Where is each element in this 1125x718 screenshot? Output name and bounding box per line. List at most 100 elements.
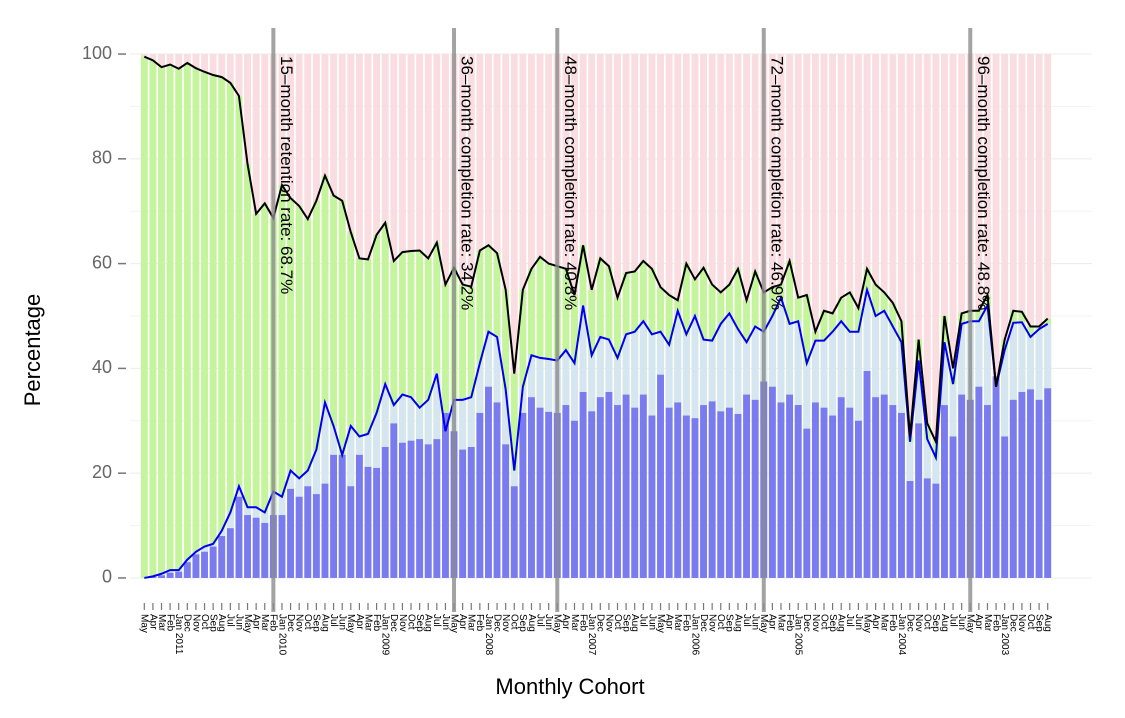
bar — [691, 418, 699, 578]
bar — [493, 402, 501, 578]
bar — [261, 522, 269, 578]
bar — [605, 391, 613, 578]
bar — [244, 515, 251, 578]
x-tick-label: May — [139, 614, 150, 633]
annotation-text: 72–month completion rate: 46.9% — [767, 56, 786, 310]
x-tick-label: Jun — [440, 614, 451, 630]
background-column — [1027, 54, 1034, 578]
x-tick-label: Jul — [534, 614, 545, 627]
bar — [863, 371, 871, 578]
x-tick-label: Jun — [233, 614, 244, 630]
x-tick-label: Jun — [646, 614, 657, 630]
x-tick-label: May — [448, 614, 459, 633]
region-column — [183, 62, 191, 578]
x-tick-label: May — [345, 614, 356, 633]
bar — [665, 407, 673, 578]
x-tick-label: Sep — [827, 614, 838, 632]
region-column — [338, 200, 346, 578]
bar — [355, 454, 363, 578]
x-tick-label: Jul — [328, 614, 339, 627]
annotation-text: 48–month completion rate: 40.8% — [561, 56, 580, 310]
x-tick-label: Jul — [638, 614, 649, 627]
x-tick-label: Feb — [268, 614, 279, 632]
region-column — [252, 213, 260, 578]
bar — [648, 415, 656, 578]
bar — [510, 486, 518, 578]
x-tick-label: Jun — [750, 614, 761, 630]
x-tick-label: Dec — [801, 614, 812, 632]
bar — [278, 515, 286, 578]
region-column — [201, 71, 208, 578]
x-tick-label: Mar — [156, 614, 167, 632]
region-column — [364, 259, 372, 578]
x-tick-label: Dec — [1008, 614, 1019, 632]
x-tick-label: Mar — [466, 614, 477, 632]
x-tick-label: Sep — [724, 614, 735, 632]
bar — [803, 428, 811, 578]
x-tick-label: Nov — [810, 614, 821, 632]
bar — [441, 412, 449, 578]
x-tick-label: Apr — [767, 614, 778, 630]
bar — [915, 423, 923, 578]
region-column — [175, 68, 183, 578]
region-column — [166, 64, 174, 578]
region-column — [295, 205, 303, 578]
region-column — [287, 198, 295, 578]
background-column — [510, 54, 518, 578]
region-column — [244, 164, 251, 578]
x-tick-label: Sep — [207, 614, 218, 632]
x-tick-label: Feb — [990, 614, 1001, 632]
x-tick-label: Nov — [603, 614, 614, 632]
x-tick-label: Jun — [956, 614, 967, 630]
x-tick-label: Apr — [973, 614, 984, 630]
bar — [218, 536, 226, 578]
region-column — [321, 175, 329, 578]
bar — [330, 454, 338, 578]
background-column — [906, 54, 914, 578]
x-tick-label: May — [655, 614, 666, 633]
bar — [1044, 388, 1052, 578]
x-tick-label: Jan 2010 — [276, 614, 287, 656]
background-column — [915, 54, 923, 578]
bar — [158, 575, 165, 578]
y-tick-label: 0 — [102, 567, 112, 587]
bar — [252, 517, 260, 578]
x-tick-label: Sep — [1033, 614, 1044, 632]
bar — [777, 402, 785, 578]
bar — [579, 391, 587, 578]
region-column — [347, 232, 355, 578]
bar — [794, 405, 802, 578]
x-tick-label: May — [965, 614, 976, 633]
x-tick-label: Jul — [844, 614, 855, 627]
x-tick-label: Jun — [543, 614, 554, 630]
region-column — [312, 200, 320, 578]
x-tick-label: Jan 2011 — [173, 614, 184, 655]
x-tick-label: Apr — [457, 614, 468, 630]
bar — [295, 496, 303, 578]
region-column — [355, 258, 363, 578]
bar — [416, 439, 424, 578]
bar — [347, 486, 355, 578]
x-tick-label: Mar — [672, 614, 683, 632]
bar — [209, 546, 217, 578]
bar — [226, 528, 234, 578]
x-tick-label: Mar — [362, 614, 373, 632]
x-tick-label: Dec — [595, 614, 606, 632]
bar — [923, 478, 931, 578]
region-column — [209, 75, 217, 578]
bar — [166, 572, 174, 578]
x-tick-label: Jan 2006 — [689, 614, 700, 656]
x-tick-label: Jul — [947, 614, 958, 627]
x-tick-label: Nov — [500, 614, 511, 632]
x-tick-label: Oct — [302, 614, 313, 630]
x-tick-label: Dec — [285, 614, 296, 632]
x-tick-label: Dec — [698, 614, 709, 632]
x-tick-label: Feb — [681, 614, 692, 632]
x-tick-label: Aug — [319, 614, 330, 632]
x-tick-label: May — [242, 614, 253, 633]
bar — [373, 467, 381, 578]
y-tick-label: 80 — [92, 148, 112, 168]
bar — [768, 386, 776, 578]
background-column — [1035, 54, 1043, 578]
